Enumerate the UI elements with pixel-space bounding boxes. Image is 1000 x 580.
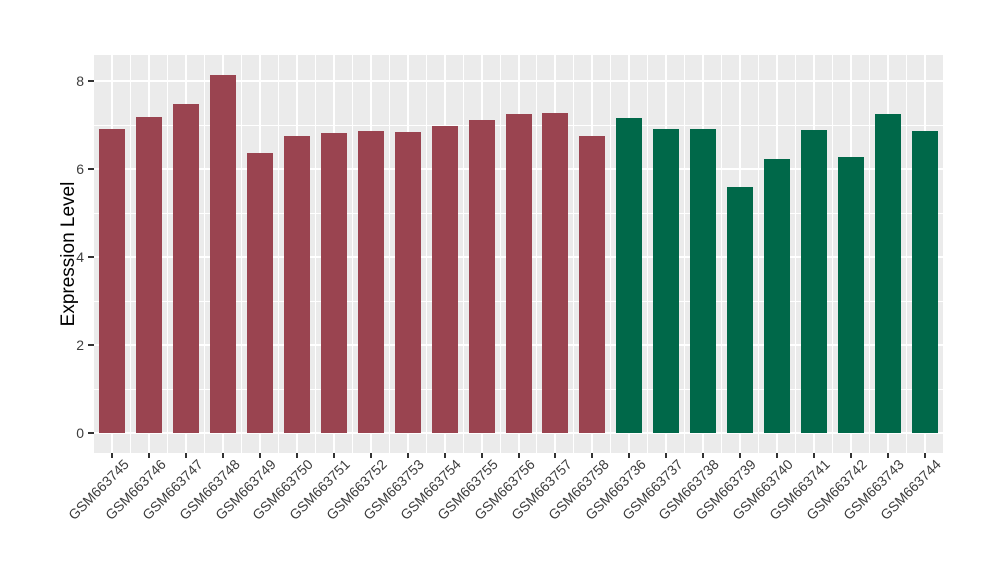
gridline-vertical-minor: [831, 55, 833, 453]
bar-GSM663737: [653, 129, 680, 433]
x-axis-tick: [665, 453, 668, 458]
x-axis-tick: [148, 453, 151, 458]
bar-GSM663757: [542, 112, 569, 433]
gridline-vertical-minor: [794, 55, 796, 453]
x-axis-tick: [369, 453, 372, 458]
gridline-vertical-minor: [278, 55, 280, 453]
x-axis-tick: [591, 453, 594, 458]
y-axis-tick-label: 0: [76, 425, 84, 441]
bar-GSM663750: [284, 135, 311, 433]
gridline-vertical-minor: [388, 55, 390, 453]
gridline-vertical-minor: [351, 55, 353, 453]
bar-GSM663738: [690, 128, 717, 433]
bar-GSM663736: [616, 117, 643, 433]
x-axis-tick: [812, 453, 815, 458]
plot-panel: [94, 55, 943, 453]
x-axis-tick: [886, 453, 889, 458]
y-axis-tick: [88, 432, 94, 434]
bar-GSM663748: [210, 74, 237, 433]
bar-GSM663752: [357, 130, 384, 433]
x-axis-tick: [923, 453, 926, 458]
y-axis-tick: [88, 80, 94, 82]
x-axis-tick: [480, 453, 483, 458]
bar-GSM663756: [505, 114, 532, 433]
gridline-horizontal-major: [94, 432, 943, 434]
gridline-vertical-minor: [314, 55, 316, 453]
bar-GSM663745: [99, 128, 126, 433]
gridline-vertical-minor: [241, 55, 243, 453]
gridline-vertical-minor: [757, 55, 759, 453]
gridline-vertical-minor: [536, 55, 538, 453]
y-axis-tick-label: 6: [76, 161, 84, 177]
gridline-vertical-minor: [425, 55, 427, 453]
x-axis-tick: [185, 453, 188, 458]
gridline-vertical-minor: [573, 55, 575, 453]
x-axis-tick: [222, 453, 225, 458]
gridline-vertical-minor: [684, 55, 686, 453]
x-axis-tick: [111, 453, 114, 458]
bar-GSM663755: [468, 119, 495, 433]
gridline-vertical-minor: [499, 55, 501, 453]
y-axis-tick: [88, 256, 94, 258]
x-axis-tick: [259, 453, 262, 458]
x-axis-tick: [849, 453, 852, 458]
x-axis-tick: [332, 453, 335, 458]
bar-GSM663751: [320, 133, 347, 433]
bar-GSM663744: [911, 130, 938, 433]
y-axis-tick: [88, 168, 94, 170]
bar-GSM663758: [579, 135, 606, 433]
x-axis-tick: [738, 453, 741, 458]
gridline-horizontal-major: [94, 80, 943, 82]
bar-GSM663739: [726, 186, 753, 433]
x-axis-tick: [296, 453, 299, 458]
gridline-vertical-minor: [647, 55, 649, 453]
y-axis-tick-label: 4: [76, 249, 84, 265]
y-axis-tick-label: 8: [76, 73, 84, 89]
bar-GSM663741: [800, 129, 827, 433]
x-axis-tick: [443, 453, 446, 458]
bar-GSM663747: [173, 104, 200, 433]
gridline-vertical-minor: [905, 55, 907, 453]
bar-GSM663749: [247, 152, 274, 433]
x-axis-tick: [517, 453, 520, 458]
x-axis-tick: [702, 453, 705, 458]
bar-GSM663754: [431, 125, 458, 433]
x-axis-tick: [775, 453, 778, 458]
bar-GSM663753: [394, 132, 421, 433]
bar-GSM663746: [136, 116, 163, 433]
x-axis-tick: [406, 453, 409, 458]
y-axis-tick: [88, 344, 94, 346]
gridline-vertical-minor: [462, 55, 464, 453]
y-axis-tick-label: 2: [76, 337, 84, 353]
x-axis-tick: [628, 453, 631, 458]
gridline-vertical-minor: [204, 55, 206, 453]
gridline-vertical-minor: [868, 55, 870, 453]
gridline-vertical-minor: [721, 55, 723, 453]
gridline-vertical-minor: [167, 55, 169, 453]
bar-GSM663743: [874, 113, 901, 433]
gridline-vertical-minor: [130, 55, 132, 453]
bar-GSM663740: [763, 158, 790, 433]
bar-GSM663742: [837, 156, 864, 433]
x-axis-tick: [554, 453, 557, 458]
gridline-vertical-minor: [610, 55, 612, 453]
